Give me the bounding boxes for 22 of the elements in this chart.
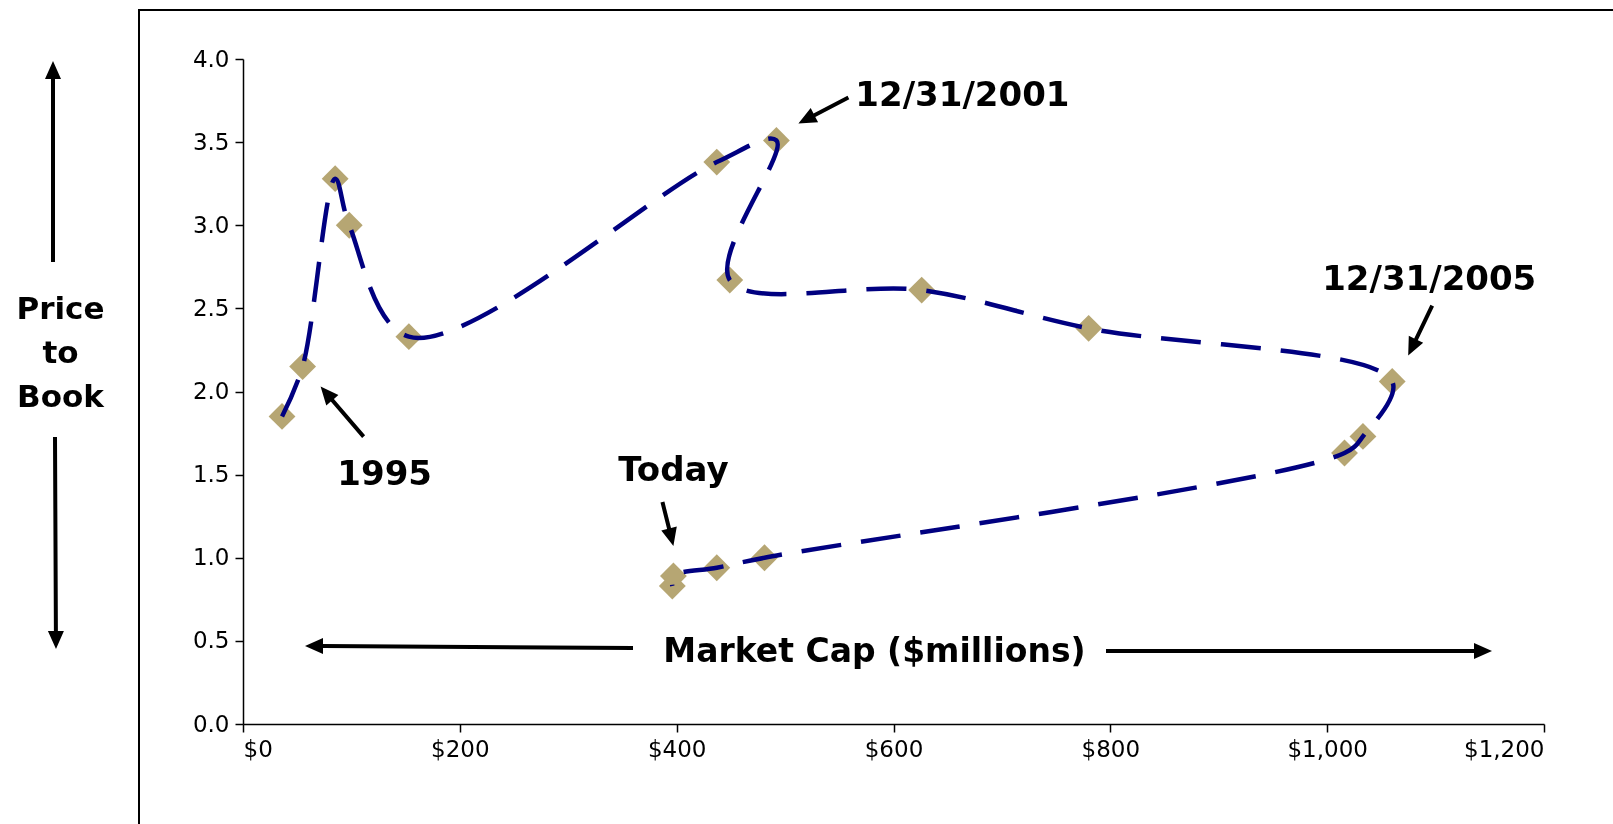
x-tick-label: $800 <box>1081 735 1141 762</box>
y-tick-label: 2.5 <box>192 294 230 321</box>
x-tick-label: $200 <box>431 735 490 762</box>
x-tick-label: $1,200 <box>1464 735 1545 762</box>
y-axis-title: Price to Book <box>16 289 106 414</box>
x-axis-title: Market Cap ($millions) <box>663 630 1086 670</box>
annotation: 12/31/2001 <box>855 74 1070 115</box>
x-tick-label: $600 <box>864 735 924 762</box>
x-tick-label: $1,000 <box>1287 735 1368 762</box>
annotation: Today <box>618 449 729 490</box>
y-tick-label: 0.5 <box>192 627 230 654</box>
annotation: 1995 <box>337 452 432 493</box>
x-tick-label: $400 <box>647 735 707 762</box>
y-tick-label: 3.0 <box>192 211 230 238</box>
y-tick-label: 0.0 <box>192 710 230 737</box>
y-tick-label: 4.0 <box>192 45 230 72</box>
annotation: 12/31/2005 <box>1322 257 1537 298</box>
y-tick-label: 1.0 <box>192 544 230 571</box>
y-tick-label: 3.5 <box>192 128 230 155</box>
y-tick-label: 1.5 <box>192 461 230 488</box>
y-tick-label: 2.0 <box>192 378 230 404</box>
x-tick-label: $0 <box>243 735 273 762</box>
